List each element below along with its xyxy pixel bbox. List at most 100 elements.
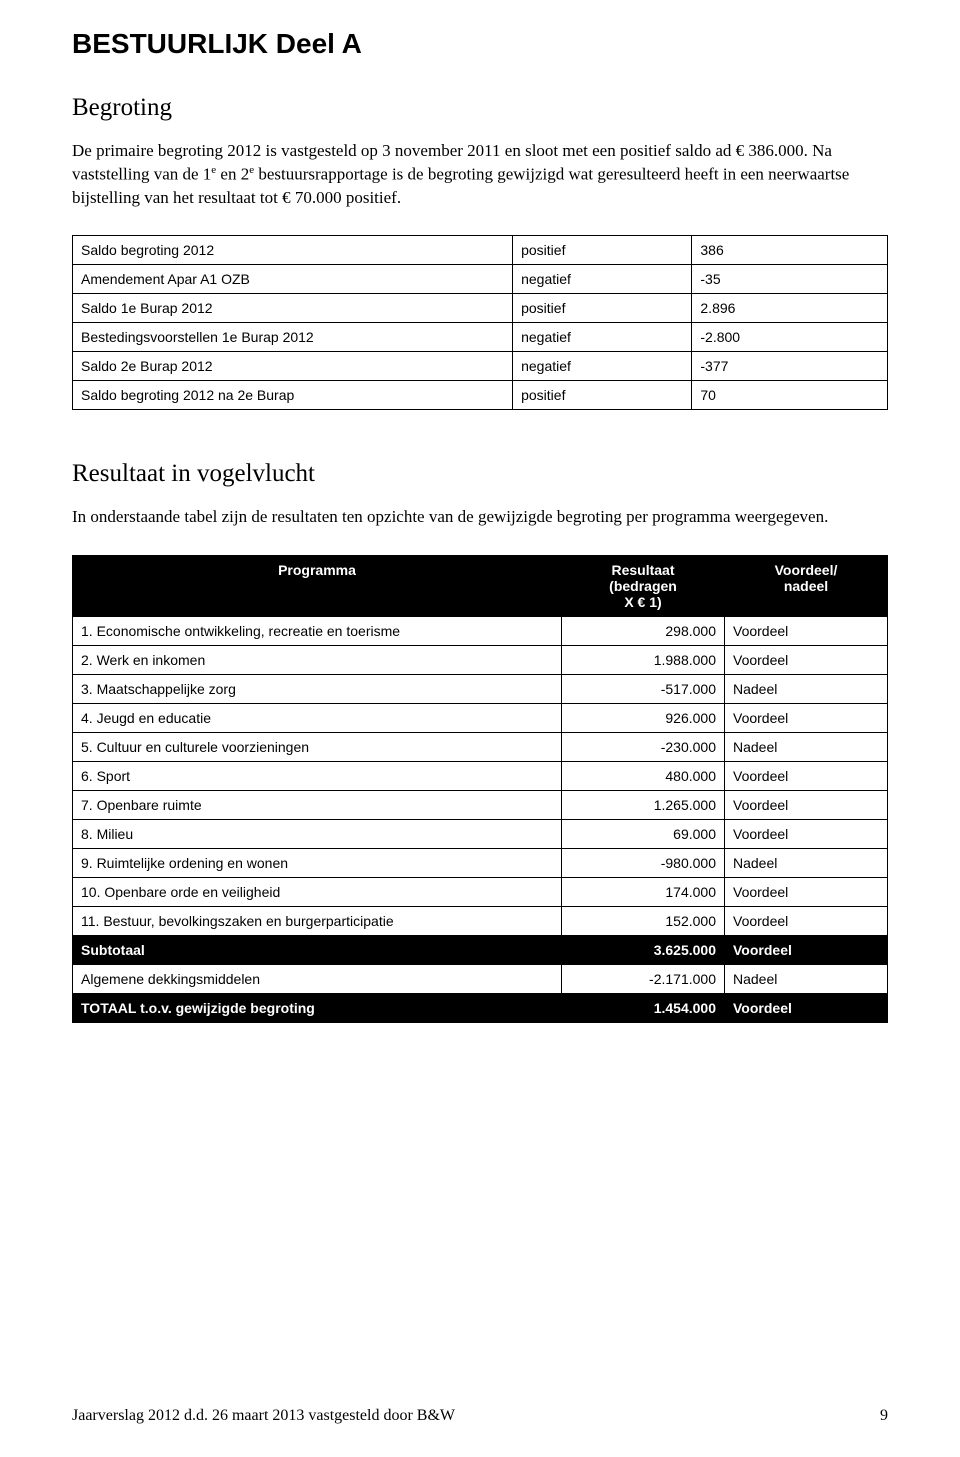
cell-resultaat: 3.625.000: [562, 936, 725, 965]
cell-voordeel-nadeel: Voordeel: [725, 704, 888, 733]
cell-label: Bestedingsvoorstellen 1e Burap 2012: [73, 323, 513, 352]
cell-status: negatief: [513, 265, 692, 294]
cell-status: negatief: [513, 352, 692, 381]
cell-programma: 8. Milieu: [73, 820, 562, 849]
table-row: 8. Milieu69.000Voordeel: [73, 820, 888, 849]
cell-value: 386: [692, 236, 888, 265]
cell-voordeel-nadeel: Voordeel: [725, 878, 888, 907]
cell-status: negatief: [513, 323, 692, 352]
cell-programma: Algemene dekkingsmiddelen: [73, 965, 562, 994]
table-row: Saldo begroting 2012positief386: [73, 236, 888, 265]
table-row: Saldo 2e Burap 2012negatief-377: [73, 352, 888, 381]
cell-programma: 10. Openbare orde en veiligheid: [73, 878, 562, 907]
cell-programma: 7. Openbare ruimte: [73, 791, 562, 820]
table-row-total: TOTAAL t.o.v. gewijzigde begroting1.454.…: [73, 994, 888, 1023]
paragraph-begroting: De primaire begroting 2012 is vastgestel…: [72, 140, 888, 209]
cell-voordeel-nadeel: Voordeel: [725, 617, 888, 646]
cell-voordeel-nadeel: Voordeel: [725, 994, 888, 1023]
table-row: 4. Jeugd en educatie926.000Voordeel: [73, 704, 888, 733]
header-voordeel-line1: Voordeel/: [733, 562, 879, 578]
table-row: 2. Werk en inkomen1.988.000Voordeel: [73, 646, 888, 675]
header-resultaat-line1: Resultaat: [570, 562, 716, 578]
cell-label: Saldo 1e Burap 2012: [73, 294, 513, 323]
cell-programma: 11. Bestuur, bevolkingszaken en burgerpa…: [73, 907, 562, 936]
cell-voordeel-nadeel: Voordeel: [725, 820, 888, 849]
cell-label: Saldo 2e Burap 2012: [73, 352, 513, 381]
table-row: 9. Ruimtelijke ordening en wonen-980.000…: [73, 849, 888, 878]
cell-status: positief: [513, 236, 692, 265]
header-resultaat-line2: (bedragen: [570, 578, 716, 594]
cell-value: 70: [692, 381, 888, 410]
table-row-total: Subtotaal3.625.000Voordeel: [73, 936, 888, 965]
cell-value: -35: [692, 265, 888, 294]
cell-label: Amendement Apar A1 OZB: [73, 265, 513, 294]
cell-status: positief: [513, 294, 692, 323]
cell-resultaat: 69.000: [562, 820, 725, 849]
header-resultaat-line3: X € 1): [570, 594, 716, 610]
cell-voordeel-nadeel: Voordeel: [725, 646, 888, 675]
cell-resultaat: 298.000: [562, 617, 725, 646]
cell-resultaat: -517.000: [562, 675, 725, 704]
table-saldo-begroting: Saldo begroting 2012positief386Amendemen…: [72, 235, 888, 410]
cell-value: 2.896: [692, 294, 888, 323]
page-footer: Jaarverslag 2012 d.d. 26 maart 2013 vast…: [72, 1407, 888, 1425]
table-header-row: Programma Resultaat (bedragen X € 1) Voo…: [73, 556, 888, 617]
cell-resultaat: -230.000: [562, 733, 725, 762]
cell-voordeel-nadeel: Voordeel: [725, 791, 888, 820]
table-row: 6. Sport480.000Voordeel: [73, 762, 888, 791]
table-header-voordeel: Voordeel/ nadeel: [725, 556, 888, 617]
cell-programma: 2. Werk en inkomen: [73, 646, 562, 675]
table-row: Bestedingsvoorstellen 1e Burap 2012negat…: [73, 323, 888, 352]
table-resultaat-vogelvlucht: Programma Resultaat (bedragen X € 1) Voo…: [72, 555, 888, 1023]
cell-value: -2.800: [692, 323, 888, 352]
document-title: BESTUURLIJK Deel A: [72, 28, 888, 60]
table-row: 10. Openbare orde en veiligheid174.000Vo…: [73, 878, 888, 907]
table-row: Saldo begroting 2012 na 2e Burappositief…: [73, 381, 888, 410]
table-row: 11. Bestuur, bevolkingszaken en burgerpa…: [73, 907, 888, 936]
cell-programma: 6. Sport: [73, 762, 562, 791]
cell-resultaat: 1.265.000: [562, 791, 725, 820]
para-part-2: en 2: [216, 165, 249, 184]
cell-voordeel-nadeel: Voordeel: [725, 936, 888, 965]
cell-resultaat: 152.000: [562, 907, 725, 936]
cell-voordeel-nadeel: Nadeel: [725, 675, 888, 704]
section-heading-resultaat: Resultaat in vogelvlucht: [72, 460, 888, 488]
paragraph-resultaat: In onderstaande tabel zijn de resultaten…: [72, 506, 888, 529]
cell-voordeel-nadeel: Nadeel: [725, 965, 888, 994]
page: BESTUURLIJK Deel A Begroting De primaire…: [0, 0, 960, 1457]
cell-label: Saldo begroting 2012 na 2e Burap: [73, 381, 513, 410]
header-voordeel-line2: nadeel: [733, 578, 879, 594]
cell-value: -377: [692, 352, 888, 381]
cell-programma: Subtotaal: [73, 936, 562, 965]
table-header-resultaat: Resultaat (bedragen X € 1): [562, 556, 725, 617]
cell-programma: 3. Maatschappelijke zorg: [73, 675, 562, 704]
table-row: Saldo 1e Burap 2012positief2.896: [73, 294, 888, 323]
table-row: 1. Economische ontwikkeling, recreatie e…: [73, 617, 888, 646]
cell-resultaat: 1.988.000: [562, 646, 725, 675]
cell-resultaat: -2.171.000: [562, 965, 725, 994]
table-row: Algemene dekkingsmiddelen-2.171.000Nadee…: [73, 965, 888, 994]
table-row: 5. Cultuur en culturele voorzieningen-23…: [73, 733, 888, 762]
cell-programma: 5. Cultuur en culturele voorzieningen: [73, 733, 562, 762]
cell-voordeel-nadeel: Voordeel: [725, 907, 888, 936]
cell-resultaat: 480.000: [562, 762, 725, 791]
table-row: 3. Maatschappelijke zorg-517.000Nadeel: [73, 675, 888, 704]
cell-programma: 9. Ruimtelijke ordening en wonen: [73, 849, 562, 878]
table-row: 7. Openbare ruimte1.265.000Voordeel: [73, 791, 888, 820]
footer-left: Jaarverslag 2012 d.d. 26 maart 2013 vast…: [72, 1407, 455, 1425]
cell-voordeel-nadeel: Nadeel: [725, 849, 888, 878]
cell-resultaat: 1.454.000: [562, 994, 725, 1023]
footer-page-number: 9: [880, 1407, 888, 1425]
cell-resultaat: -980.000: [562, 849, 725, 878]
cell-programma: 4. Jeugd en educatie: [73, 704, 562, 733]
cell-programma: TOTAAL t.o.v. gewijzigde begroting: [73, 994, 562, 1023]
cell-voordeel-nadeel: Nadeel: [725, 733, 888, 762]
cell-programma: 1. Economische ontwikkeling, recreatie e…: [73, 617, 562, 646]
cell-resultaat: 926.000: [562, 704, 725, 733]
cell-resultaat: 174.000: [562, 878, 725, 907]
section-heading-begroting: Begroting: [72, 94, 888, 122]
cell-label: Saldo begroting 2012: [73, 236, 513, 265]
cell-status: positief: [513, 381, 692, 410]
table-header-programma: Programma: [73, 556, 562, 617]
cell-voordeel-nadeel: Voordeel: [725, 762, 888, 791]
